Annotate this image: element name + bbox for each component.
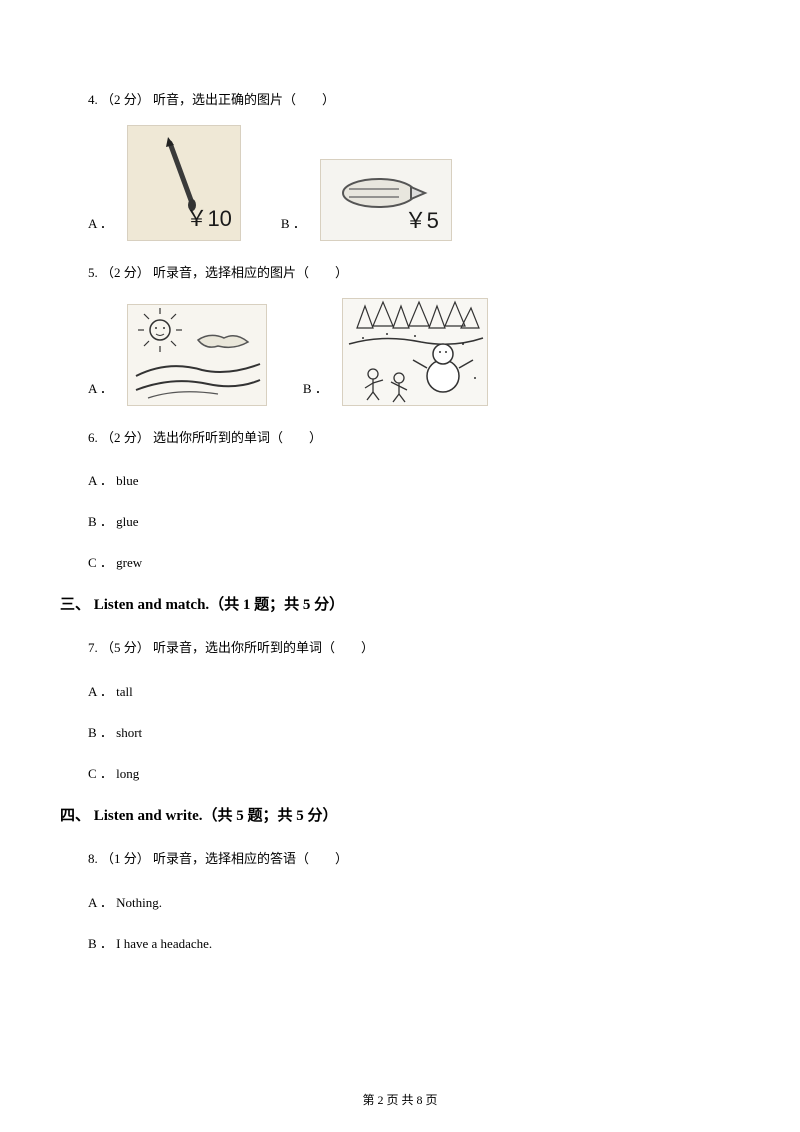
- image-5b-box: [342, 298, 488, 406]
- image-5a-box: [127, 304, 267, 406]
- snow-scene-icon: [343, 298, 487, 406]
- price-4b: ￥5: [405, 203, 439, 238]
- option-b-label: B ．: [281, 214, 306, 241]
- q7-option-b: B ． short: [88, 722, 740, 741]
- section-4-title: 四、 Listen and write.（共 5 题；共 5 分）: [60, 804, 740, 825]
- image-4a-box: ￥10: [127, 125, 241, 241]
- q8-option-a: A ． Nothing.: [88, 892, 740, 911]
- q6-option-a: A ． blue: [88, 470, 740, 489]
- q7-option-c: C ． long: [88, 763, 740, 782]
- q8-option-b: B ． I have a headache.: [88, 933, 740, 952]
- question-4: 4. （2 分） 听音，选出正确的图片（ ） A ． ￥10 B ．: [88, 90, 740, 241]
- q6-option-b: B ． glue: [88, 511, 740, 530]
- question-6: 6. （2 分） 选出你所听到的单词（ ）: [88, 428, 740, 449]
- image-4a: ￥10: [127, 125, 241, 241]
- page-footer: 第 2 页 共 8 页: [0, 1091, 800, 1108]
- question-5: 5. （2 分） 听录音，选择相应的图片（ ） A ．: [88, 263, 740, 406]
- option-b-label: B ．: [303, 379, 328, 406]
- question-5-images: A ．: [88, 298, 740, 406]
- image-4b-box: ￥5: [320, 159, 452, 241]
- option-a-label: A ．: [88, 214, 113, 241]
- image-4b: ￥5: [320, 159, 452, 241]
- question-4-images: A ． ￥10 B ． ￥5: [88, 125, 740, 241]
- image-5b: [342, 298, 488, 406]
- question-4-text: 4. （2 分） 听音，选出正确的图片（ ）: [88, 90, 740, 111]
- image-5a: [127, 304, 267, 406]
- sunny-scene-icon: [128, 304, 266, 406]
- section-3-title: 三、 Listen and match.（共 1 题；共 5 分）: [60, 593, 740, 614]
- question-8: 8. （1 分） 听录音，选择相应的答语（ ）: [88, 849, 740, 870]
- question-5-text: 5. （2 分） 听录音，选择相应的图片（ ）: [88, 263, 740, 284]
- q6-option-c: C ． grew: [88, 552, 740, 571]
- question-6-text: 6. （2 分） 选出你所听到的单词（ ）: [88, 428, 740, 449]
- option-a-label: A ．: [88, 379, 113, 406]
- question-8-text: 8. （1 分） 听录音，选择相应的答语（ ）: [88, 849, 740, 870]
- q7-option-a: A ． tall: [88, 681, 740, 700]
- price-4a: ￥10: [185, 201, 231, 236]
- question-7: 7. （5 分） 听录音，选出你所听到的单词（ ）: [88, 638, 740, 659]
- question-7-text: 7. （5 分） 听录音，选出你所听到的单词（ ）: [88, 638, 740, 659]
